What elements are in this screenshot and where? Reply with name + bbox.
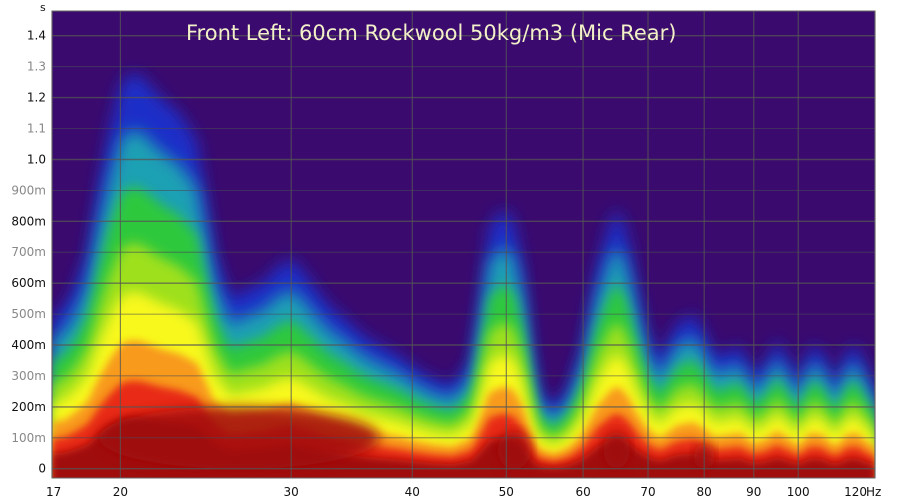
y-tick-label: 300m (11, 369, 46, 383)
y-tick-label: 900m (11, 183, 46, 197)
y-tick-label: 1.4 (27, 29, 46, 43)
y-tick-label: 200m (11, 400, 46, 414)
energy-core-3 (603, 431, 630, 469)
y-axis: 0 100m 200m 300m 400m 500m 600m 700m 800m 900m 1.0… (11, 29, 46, 476)
x-tick-label: 120 (844, 485, 867, 499)
y-tick-label: 600m (11, 276, 46, 290)
x-tick-label: 80 (697, 485, 712, 499)
y-tick-label: 500m (11, 307, 46, 321)
plot-frame (51, 10, 876, 479)
chart-title: Front Left: 60cm Rockwool 50kg/m3 (Mic R… (186, 21, 676, 45)
y-tick-label: 1.2 (27, 91, 46, 105)
x-axis: 17 20 30 40 50 60 70 80 90 100 120 (46, 485, 867, 499)
energy-core-2 (497, 431, 531, 469)
x-tick-label: 17 (46, 485, 61, 499)
x-tick-label: 30 (284, 485, 299, 499)
decay-surface (52, 72, 875, 478)
x-tick-label: 60 (575, 485, 590, 499)
x-tick-label: 70 (640, 485, 655, 499)
x-tick-label: 40 (405, 485, 420, 499)
x-unit-label: Hz (866, 485, 881, 499)
y-tick-label: 400m (11, 338, 46, 352)
y-tick-label: 100m (11, 431, 46, 445)
y-tick-label: 800m (11, 214, 46, 228)
y-unit-label: s (40, 1, 46, 14)
y-tick-label: 1.3 (27, 60, 46, 74)
y-tick-label: 1.1 (27, 122, 46, 136)
x-tick-label: 20 (113, 485, 128, 499)
x-tick-label: 50 (499, 485, 514, 499)
y-tick-label: 700m (11, 245, 46, 259)
y-tick-label: 1.0 (27, 153, 46, 167)
x-tick-label: 90 (746, 485, 761, 499)
y-tick-label: 0 (38, 462, 46, 476)
x-tick-label: 100 (787, 485, 810, 499)
